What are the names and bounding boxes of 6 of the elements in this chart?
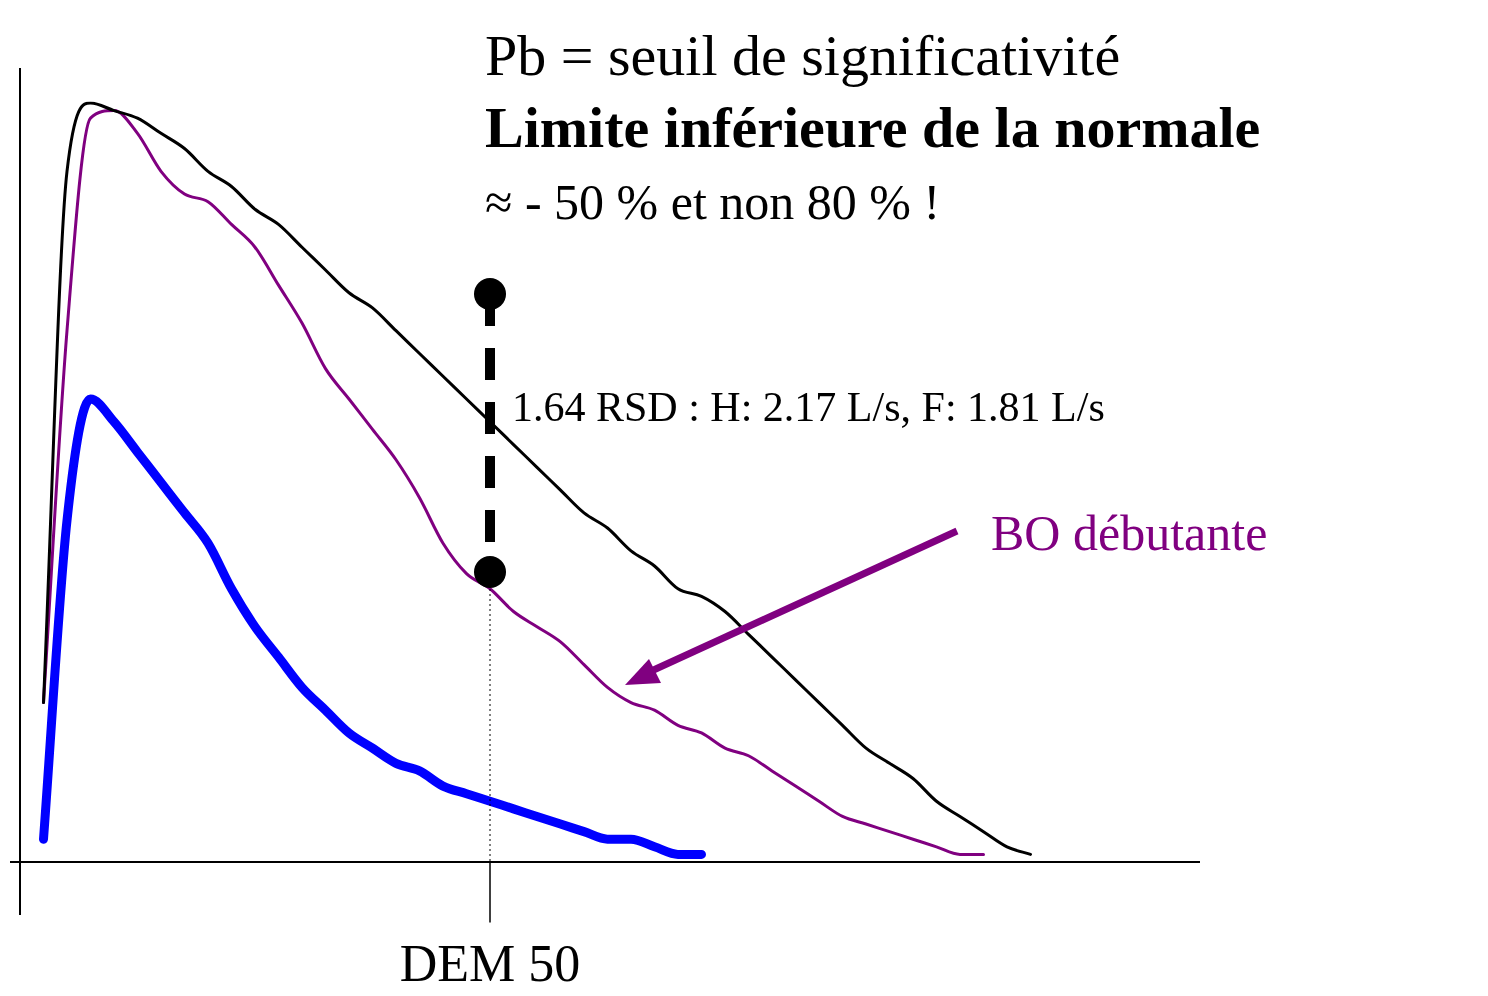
chart-subtitle: Limite inférieure de la normale (485, 94, 1261, 162)
text: BO débutante (991, 503, 1268, 563)
text: DEM 50 (398, 934, 582, 994)
chart-title: Pb = seuil de significativité (485, 22, 1122, 90)
annotation: 1.64 RSD : H: 2.17 L/s, F: 1.81 L/s (512, 382, 1105, 432)
annotation: ≈ - 50 % et non 80 % ! (485, 173, 942, 232)
